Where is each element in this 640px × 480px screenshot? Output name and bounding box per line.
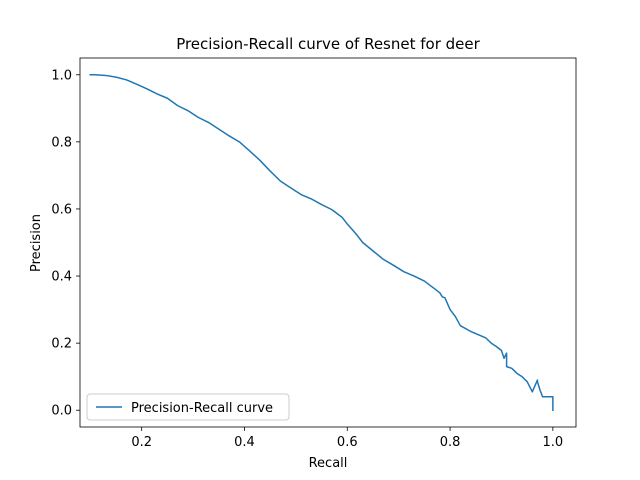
x-axis-ticks: 0.2 0.4 0.6 0.8 1.0 — [131, 427, 563, 450]
axes-spines — [79, 57, 577, 428]
y-tick-label: 0.0 — [51, 404, 72, 419]
y-tick-label: 0.2 — [51, 337, 72, 352]
legend-label: Precision-Recall curve — [131, 401, 273, 416]
x-tick-label: 1.0 — [543, 435, 564, 450]
x-tick-label: 0.4 — [234, 435, 255, 450]
x-axis-label: Recall — [309, 456, 348, 471]
y-axis-label: Precision — [29, 214, 44, 272]
x-tick-label: 0.6 — [337, 435, 358, 450]
y-tick-label: 0.6 — [51, 202, 72, 217]
legend: Precision-Recall curve — [86, 393, 290, 421]
axes-background — [80, 58, 576, 427]
y-tick-label: 0.8 — [51, 135, 72, 150]
legend-box — [86, 393, 290, 421]
x-tick-label: 0.8 — [440, 435, 461, 450]
y-tick-label: 0.4 — [51, 270, 72, 285]
x-tick-label: 0.2 — [131, 435, 152, 450]
series-layer — [89, 74, 554, 411]
plot-area — [80, 58, 576, 427]
y-axis-ticks: 0.0 0.2 0.4 0.6 0.8 1.0 — [51, 68, 80, 419]
y-tick-label: 1.0 — [51, 68, 72, 83]
series-line-0 — [89, 74, 554, 411]
axes-frame — [79, 57, 577, 428]
chart-title: Precision-Recall curve of Resnet for dee… — [176, 35, 480, 53]
